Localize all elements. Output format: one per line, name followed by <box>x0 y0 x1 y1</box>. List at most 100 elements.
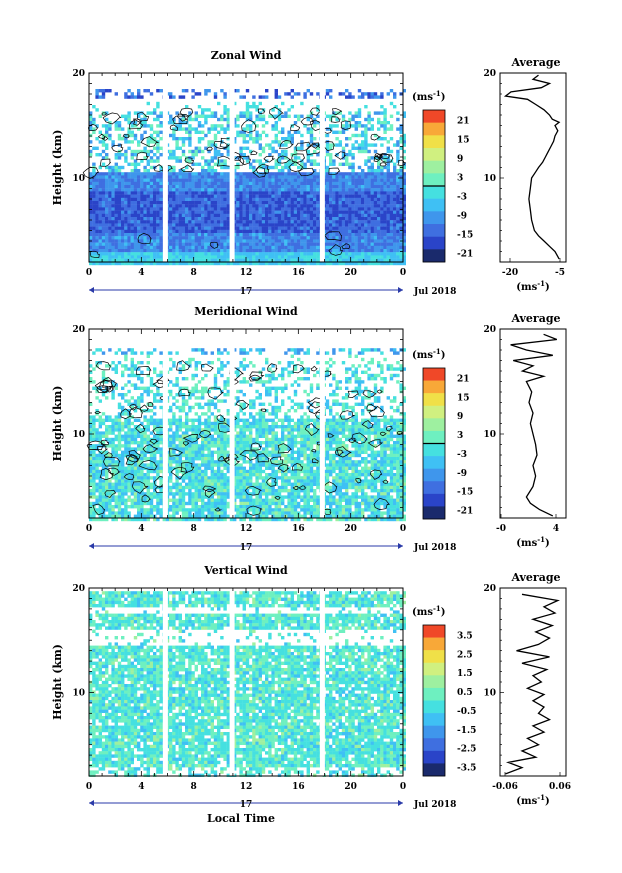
heatmap-cell <box>249 415 253 419</box>
heatmap-cell <box>210 111 214 115</box>
heatmap-cell <box>153 255 157 259</box>
heatmap-cell <box>111 389 115 394</box>
heatmap-cell <box>313 242 317 246</box>
heatmap-cell <box>261 239 266 243</box>
heatmap-cell <box>159 111 163 115</box>
heatmap-cell <box>137 377 141 381</box>
heatmap-cell <box>332 402 336 406</box>
heatmap-cell <box>108 197 112 202</box>
heatmap-cell <box>239 233 243 237</box>
heatmap-cell <box>153 418 157 422</box>
heatmap-cell <box>213 191 218 195</box>
heatmap-cell <box>172 133 176 138</box>
heatmap-cell <box>277 114 282 118</box>
heatmap-cell <box>383 377 387 381</box>
heatmap-cell <box>223 191 227 195</box>
heatmap-cell <box>252 172 256 176</box>
heatmap-cell <box>329 159 333 163</box>
heatmap-cell <box>105 261 109 266</box>
heatmap-cell <box>108 415 112 419</box>
heatmap-cell <box>201 178 205 182</box>
heatmap-cell <box>274 207 278 211</box>
heatmap-cell <box>271 409 275 413</box>
heatmap-cell <box>252 252 256 256</box>
heatmap-cell <box>290 95 294 99</box>
heatmap-cell <box>191 258 195 262</box>
heatmap-cell <box>114 185 118 189</box>
heatmap-cell <box>92 197 96 202</box>
heatmap-cell <box>332 181 336 186</box>
heatmap-cell <box>364 175 368 179</box>
heatmap-cell <box>185 421 189 426</box>
heatmap-cell <box>357 213 362 218</box>
heatmap-cell <box>121 217 125 221</box>
heatmap-cell <box>194 149 198 154</box>
heatmap-cell <box>194 111 198 115</box>
heatmap-cell <box>236 412 240 416</box>
heatmap-cell <box>242 223 246 227</box>
heatmap-cell <box>402 220 406 224</box>
heatmap-cell <box>124 140 128 144</box>
heatmap-cell <box>143 210 147 214</box>
heatmap-cell <box>373 149 378 154</box>
x-tick-label: 16 <box>292 268 305 278</box>
heatmap-cell <box>117 242 122 246</box>
heatmap-cell <box>338 213 342 218</box>
heatmap-cell <box>159 220 163 224</box>
heatmap-cell <box>111 258 115 262</box>
heatmap-cell <box>245 233 250 237</box>
heatmap-cell <box>332 191 336 195</box>
heatmap-cell <box>201 412 205 416</box>
heatmap-cell <box>159 229 163 234</box>
heatmap-cell <box>284 252 288 256</box>
heatmap-cell <box>249 245 253 250</box>
heatmap-cell <box>287 213 291 218</box>
heatmap-cell <box>140 386 144 390</box>
heatmap-cell <box>98 226 102 230</box>
heatmap-cell <box>393 178 397 182</box>
heatmap-cell <box>367 393 371 397</box>
heatmap-cell <box>178 233 182 237</box>
heatmap-cell <box>373 348 378 352</box>
heatmap-cell <box>271 194 275 198</box>
heatmap-cell <box>249 111 253 115</box>
heatmap-cell <box>370 252 374 256</box>
x-tick-label: 4 <box>138 268 144 278</box>
heatmap-cell <box>399 258 403 262</box>
heatmap-cell <box>249 207 253 211</box>
heatmap-cell <box>402 239 406 243</box>
heatmap-cell <box>335 201 339 205</box>
heatmap-cell <box>239 242 243 246</box>
heatmap-cell <box>258 418 262 422</box>
heatmap-cell <box>329 236 333 240</box>
heatmap-cell <box>204 255 208 259</box>
heatmap-cell <box>156 229 160 234</box>
heatmap-cell <box>335 220 339 224</box>
heatmap-cell <box>380 194 384 198</box>
heatmap-cell <box>386 242 390 246</box>
heatmap-cell <box>197 405 202 410</box>
heatmap-cell <box>386 127 390 131</box>
heatmap-cell <box>380 92 384 96</box>
heatmap-cell <box>153 412 157 416</box>
heatmap-cell <box>153 197 157 202</box>
heatmap-cell <box>242 252 246 256</box>
heatmap-cell <box>402 226 406 230</box>
heatmap-cell <box>271 245 275 250</box>
heatmap-cell <box>130 207 134 211</box>
heatmap-cell <box>172 175 176 179</box>
heatmap-cell <box>316 213 320 218</box>
heatmap-meridional <box>89 348 406 522</box>
heatmap-cell <box>348 207 352 211</box>
heatmap-cell <box>105 188 109 192</box>
heatmap-cell <box>389 405 394 410</box>
heatmap-cell <box>217 178 221 182</box>
heatmap-cell <box>137 127 141 131</box>
contour <box>238 155 251 166</box>
heatmap-cell <box>367 159 371 163</box>
heatmap-cell <box>367 201 371 205</box>
heatmap-cell <box>316 197 320 202</box>
heatmap-cell <box>114 220 118 224</box>
heatmap-cell <box>252 169 256 173</box>
